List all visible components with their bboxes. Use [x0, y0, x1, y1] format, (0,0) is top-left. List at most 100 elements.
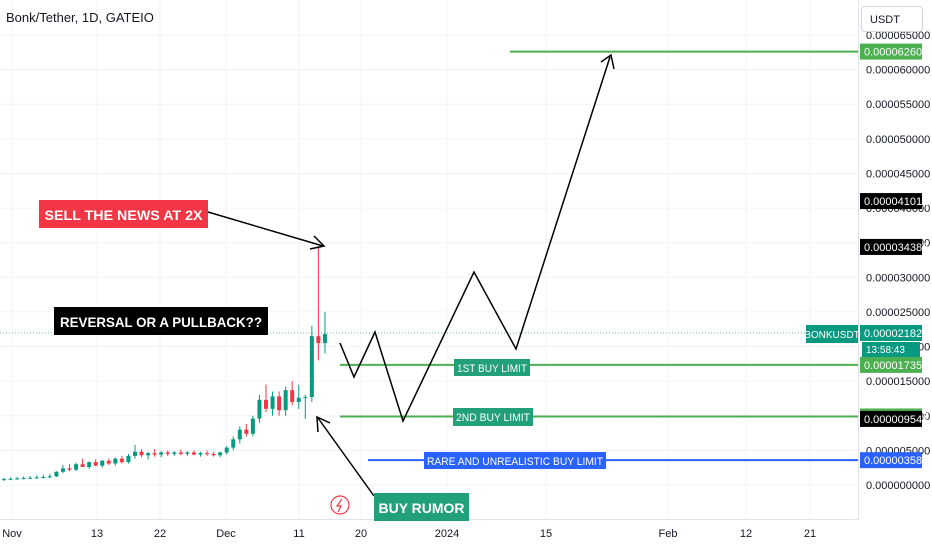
currency-selector[interactable]: USDT	[861, 6, 923, 32]
candle	[126, 453, 131, 464]
time-tick: Nov	[2, 528, 22, 540]
candle	[15, 476, 20, 480]
time-tick: 11	[293, 528, 304, 540]
candle	[159, 451, 164, 458]
price-label: 0.000009542	[860, 410, 928, 427]
price-label: 0.000003589	[860, 452, 928, 469]
time-tick: 20	[355, 528, 367, 540]
candle	[93, 459, 98, 467]
rare-buy-label: RARE AND UNREALISTIC BUY LIMIT	[424, 452, 606, 469]
candle	[290, 381, 295, 406]
price-label: 0.000062606	[860, 43, 928, 60]
second-buy-label: 2ND BUY LIMIT	[453, 408, 533, 426]
candle	[211, 451, 216, 457]
candle	[133, 444, 137, 459]
price-tick: 0.000065000	[866, 30, 930, 42]
reversal-text: REVERSAL OR A PULLBACK??	[60, 314, 262, 330]
time-tick: 13	[91, 528, 103, 540]
price-label-text: 0.000062606	[864, 47, 928, 59]
candle	[205, 450, 210, 456]
time-tick: 22	[154, 528, 166, 540]
candle	[60, 464, 65, 474]
price-tick: 0.000015000	[866, 376, 930, 388]
second-buy-text: 2ND BUY LIMIT	[456, 412, 530, 424]
first-buy-text: 1ST BUY LIMIT	[457, 363, 527, 375]
grid-lines	[0, 0, 858, 519]
candle	[296, 384, 301, 409]
price-label-text: 0.000017350	[864, 360, 928, 372]
countdown-label: 13:58:43	[866, 345, 905, 356]
candle	[237, 426, 242, 444]
candle	[8, 477, 13, 481]
candle	[67, 464, 72, 472]
candle	[309, 325, 314, 402]
candle	[146, 451, 151, 460]
price-label-text: 0.000021824	[864, 328, 928, 340]
candle	[178, 449, 183, 456]
candle	[218, 451, 223, 458]
price-labels: 0.000062606 0.000041012 0.000034387 0.00002…	[860, 43, 928, 469]
symbol-tag-label: BONKUSDT	[804, 330, 860, 341]
sell-news-text: SELL THE NEWS AT 2X	[45, 207, 204, 223]
price-label-text: 0.000034387	[864, 242, 928, 254]
level-lines	[340, 50, 858, 462]
rare-buy-text: RARE AND UNREALISTIC BUY LIMIT	[427, 456, 603, 468]
candle	[198, 451, 203, 457]
candle	[113, 457, 118, 466]
candle	[185, 451, 190, 456]
price-label: 0.000021824	[860, 325, 928, 341]
candle	[250, 415, 255, 437]
price-tick: 0.000030000	[866, 272, 930, 284]
time-tick: 2024	[435, 528, 459, 540]
lightning-icon[interactable]	[330, 495, 350, 515]
projection-path	[339, 53, 615, 424]
candle	[231, 436, 236, 451]
price-tick: 0.000045000	[866, 168, 930, 180]
candle	[152, 449, 157, 457]
candle	[316, 246, 321, 361]
candle	[244, 424, 249, 437]
time-tick: 21	[804, 528, 816, 540]
candle	[139, 449, 144, 458]
time-tick: 12	[740, 528, 752, 540]
reversal-annotation: REVERSAL OR A PULLBACK??	[54, 307, 268, 335]
candle	[2, 477, 6, 481]
candle	[191, 450, 196, 456]
projection-arrowhead	[600, 53, 615, 70]
price-label: 0.000034387	[860, 238, 928, 255]
candle	[172, 451, 177, 456]
candle	[277, 391, 282, 416]
event-marker[interactable]	[330, 495, 350, 515]
price-tick: 0.000025000	[866, 307, 930, 319]
sell-news-annotation: SELL THE NEWS AT 2X	[39, 200, 326, 250]
symbol-tag: BONKUSDT 13:58:43	[804, 325, 920, 357]
candle	[303, 395, 308, 419]
candle	[322, 311, 327, 354]
chart-title[interactable]: Bonk/Tether, 1D, GATEIO	[6, 10, 154, 25]
candle	[41, 474, 46, 479]
time-tick: Feb	[659, 528, 678, 540]
time-tick: 15	[540, 528, 552, 540]
candle	[270, 391, 275, 416]
price-tick: 0.000000000	[866, 480, 930, 492]
price-label-text: 0.000009542	[864, 414, 928, 426]
buy-rumor-text: BUY RUMOR	[379, 500, 465, 516]
candle	[47, 473, 52, 479]
time-axis[interactable]: Nov 13 22 Dec 11 20 2024 15 Feb 12 21	[2, 528, 816, 540]
time-tick: Dec	[216, 528, 236, 540]
price-label-text: 0.000003589	[864, 455, 928, 467]
candle	[54, 471, 59, 478]
candle	[119, 455, 124, 464]
candle	[80, 458, 85, 467]
price-label: 0.000041012	[860, 193, 928, 210]
candle	[74, 462, 79, 472]
buy-rumor-annotation: BUY RUMOR	[316, 415, 469, 521]
price-label: 0.000017350	[860, 356, 928, 373]
price-label-text: 0.000041012	[864, 196, 928, 208]
candle	[106, 458, 111, 465]
candle	[100, 460, 105, 468]
candle	[264, 384, 268, 413]
price-tick: 0.000060000	[866, 65, 930, 77]
